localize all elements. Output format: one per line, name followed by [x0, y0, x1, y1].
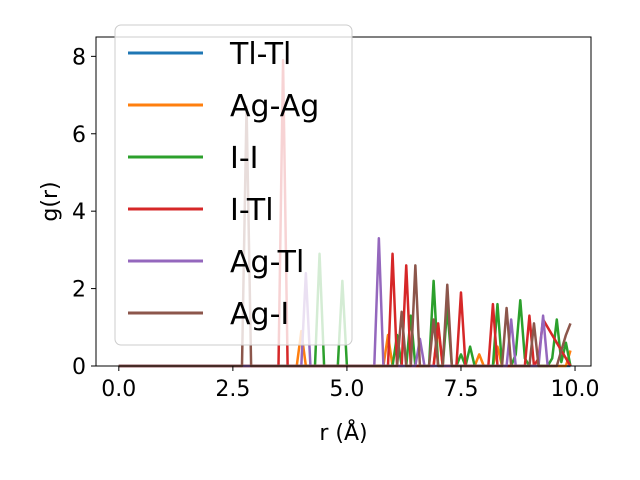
y-axis-label: g(r)	[38, 181, 63, 221]
x-tick-label: 5.0	[329, 377, 364, 402]
x-tick-label: 7.5	[443, 377, 478, 402]
y-tick-label: 2	[72, 278, 86, 303]
y-tick-label: 8	[72, 45, 86, 70]
y-tick-label: 0	[72, 355, 86, 380]
x-axis-label: r (Å)	[319, 419, 367, 446]
x-tick-label: 2.5	[215, 377, 250, 402]
legend-entry-label: Ag-Tl	[230, 245, 304, 280]
x-tick-label: 0.0	[101, 377, 136, 402]
legend: Tl-Tl Ag-Ag I-I I-Tl Ag-Tl Ag-I	[114, 24, 353, 346]
x-tick-label: 10.0	[551, 377, 600, 402]
y-tick-label: 4	[72, 200, 86, 225]
legend-entry-label: Ag-I	[230, 297, 289, 332]
y-axis: 0 2 4 6 8	[72, 45, 96, 380]
y-tick-label: 6	[72, 123, 86, 148]
x-axis: 0.0 2.5 5.0 7.5 10.0	[101, 366, 600, 402]
legend-entry-label: Ag-Ag	[230, 89, 319, 124]
legend-entry-label: I-Tl	[230, 193, 274, 228]
legend-entry-label: Tl-Tl	[229, 37, 291, 72]
legend-entry-label: I-I	[230, 141, 259, 176]
